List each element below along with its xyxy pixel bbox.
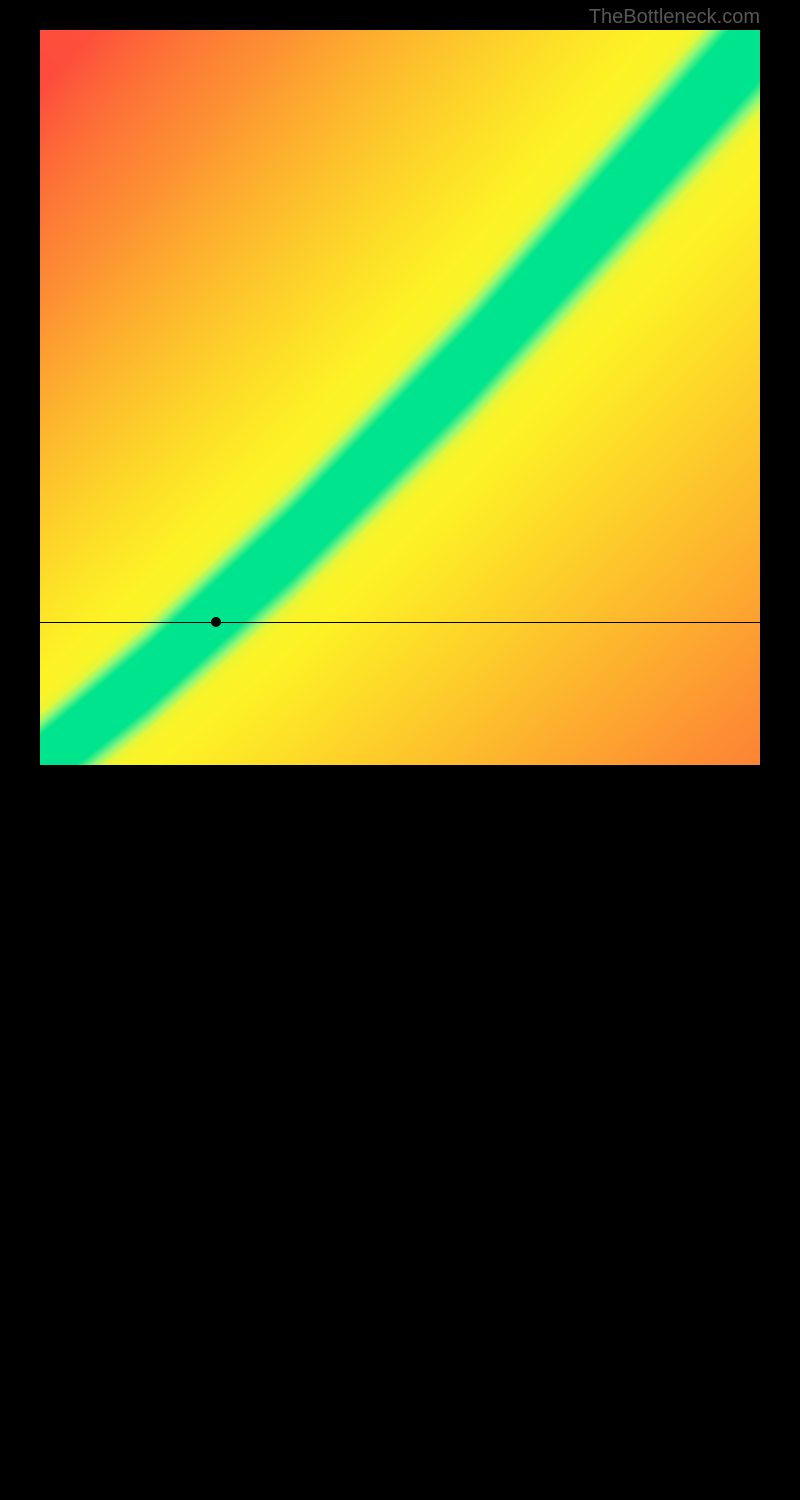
crosshair-horizontal <box>40 622 760 623</box>
heatmap-plot <box>40 30 760 765</box>
heatmap-canvas <box>40 30 760 765</box>
selection-marker <box>211 617 221 627</box>
watermark-text: TheBottleneck.com <box>589 6 760 29</box>
crosshair-vertical <box>216 765 217 1500</box>
